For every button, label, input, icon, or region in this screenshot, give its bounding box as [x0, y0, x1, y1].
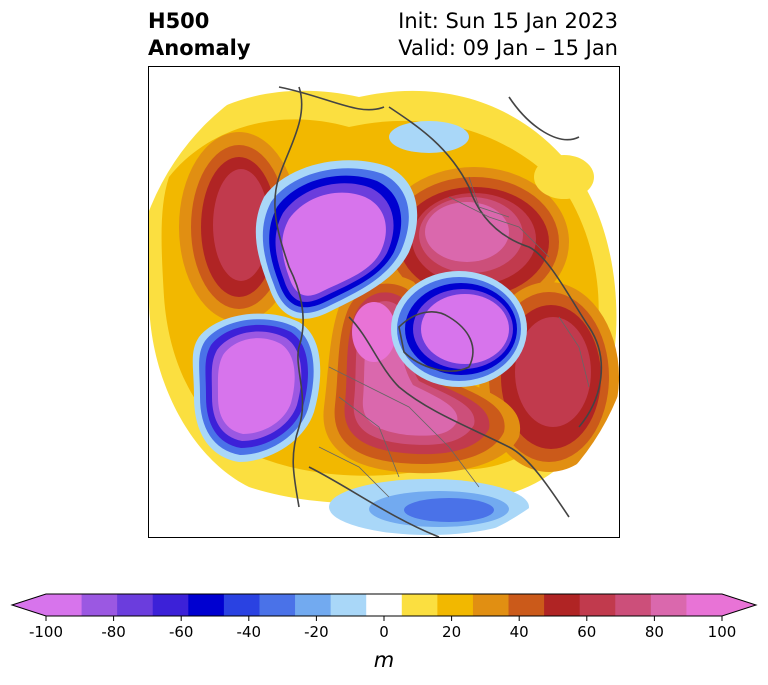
colorbar-segment [508, 594, 545, 616]
colorbar-segment [650, 594, 687, 616]
colorbar-tick-label: 80 [645, 623, 664, 641]
colorbar-segment [259, 594, 296, 616]
colorbar-over-arrow [722, 594, 756, 616]
colorbar-segment [579, 594, 616, 616]
colorbar-tick-label: 40 [510, 623, 529, 641]
colorbar-segment [330, 594, 367, 616]
colorbar-segment [472, 594, 510, 616]
colorbar-segment [401, 594, 438, 616]
title-field: H500 [148, 9, 210, 33]
colorbar-ticks: -100 -80 -60 -40 -20 0 20 40 60 80 100 [29, 616, 736, 641]
colorbar-unit: m [374, 648, 394, 672]
colorbar-segment [188, 594, 225, 616]
colorbar-tick-label: -100 [29, 623, 63, 641]
title-right: Init: Sun 15 Jan 2023 Valid: 09 Jan – 15… [398, 8, 618, 62]
init-time: Init: Sun 15 Jan 2023 [398, 9, 618, 33]
title-type: Anomaly [148, 36, 251, 60]
colorbar-segment [81, 594, 118, 616]
colorbar-segment [46, 594, 83, 616]
colorbar-tick-label: -40 [237, 623, 262, 641]
colorbar-tick-label: 20 [442, 623, 461, 641]
title-left: H500 Anomaly [148, 8, 251, 62]
colorbar-segment [615, 594, 652, 616]
colorbar-segment [295, 594, 332, 616]
colorbar-tick-label: -80 [101, 623, 126, 641]
colorbar-under-arrow [12, 594, 46, 616]
colorbar-tick-label: 60 [577, 623, 596, 641]
colorbar-tick-label: 0 [379, 623, 389, 641]
colorbar-segment [366, 594, 403, 616]
colorbar-segment [437, 594, 474, 616]
anomaly-map [148, 66, 620, 538]
colorbar-tick-label: -60 [169, 623, 194, 641]
map-svg [149, 67, 619, 537]
colorbar-segments [10, 593, 758, 617]
borders [318, 176, 590, 498]
colorbar-segment [686, 594, 723, 616]
colorbar-segment [152, 594, 189, 616]
colorbar: -100 -80 -60 -40 -20 0 20 40 60 80 100 m [10, 593, 758, 672]
anomaly-shading [149, 67, 619, 537]
coastlines [274, 86, 603, 537]
colorbar-tick-label: -20 [304, 623, 329, 641]
colorbar-segment [544, 594, 581, 616]
valid-range: Valid: 09 Jan – 15 Jan [398, 36, 618, 60]
colorbar-segment [223, 594, 260, 616]
colorbar-segment [117, 594, 154, 616]
colorbar-tick-label: 100 [708, 623, 737, 641]
